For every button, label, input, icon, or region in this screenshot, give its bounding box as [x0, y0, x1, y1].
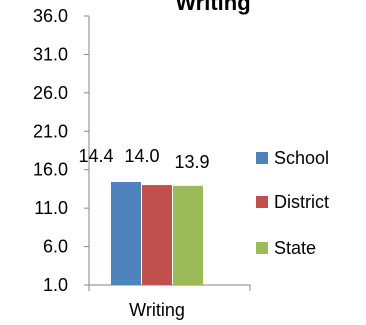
y-tick-label: 11.0 [34, 198, 68, 218]
bar-school [111, 182, 141, 285]
bar-state [173, 185, 203, 285]
legend-label-district: District [274, 192, 329, 212]
legend: School District State [256, 148, 329, 258]
y-axis-ticks: 1.0 6.0 11.0 16.0 21.0 26.0 31.0 36.0 [33, 6, 251, 295]
y-tick-label: 21.0 [33, 121, 68, 141]
data-label-district: 14.0 [124, 146, 159, 166]
x-axis-categories: Writing [129, 300, 185, 320]
x-category-label: Writing [129, 300, 185, 320]
y-tick-label: 26.0 [33, 83, 68, 103]
y-tick-label: 36.0 [33, 6, 68, 26]
legend-swatch-school [256, 152, 268, 164]
bars-group [111, 182, 203, 285]
chart-title: Writing [175, 0, 250, 15]
legend-swatch-district [256, 196, 268, 208]
bar-district [142, 185, 172, 285]
data-labels-group: 14.4 14.0 13.9 [78, 146, 209, 172]
data-label-school: 14.4 [78, 146, 113, 166]
legend-label-state: State [274, 238, 316, 258]
legend-swatch-state [256, 242, 268, 254]
y-tick-label: 31.0 [33, 44, 68, 64]
data-label-state: 13.9 [174, 152, 209, 172]
y-tick-label: 16.0 [33, 160, 68, 180]
y-tick-label: 1.0 [43, 275, 68, 295]
y-tick-label: 6.0 [43, 237, 68, 257]
legend-label-school: School [274, 148, 329, 168]
